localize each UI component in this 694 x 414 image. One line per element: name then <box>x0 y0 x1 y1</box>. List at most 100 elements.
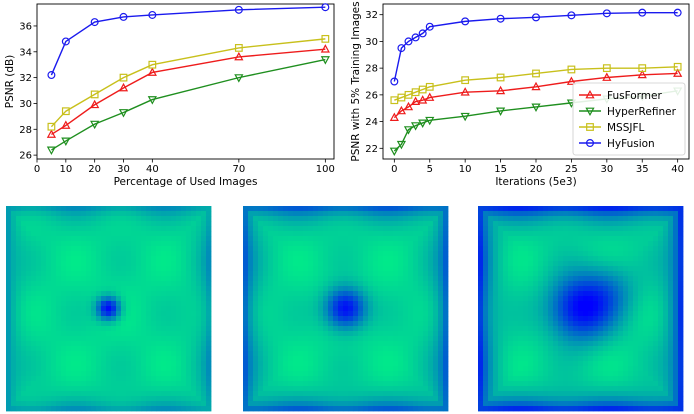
heatmap-cell <box>378 396 384 402</box>
heatmap-cell <box>303 326 309 332</box>
heatmap-cell <box>553 226 559 232</box>
heatmap-cell <box>653 266 659 272</box>
heatmap-cell <box>618 226 624 232</box>
heatmap-cell <box>26 366 32 372</box>
heatmap-cell <box>658 366 664 372</box>
heatmap-cell <box>648 301 654 307</box>
heatmap-cell <box>101 341 107 347</box>
heatmap-cell <box>36 351 42 357</box>
heatmap-cell <box>388 221 394 227</box>
heatmap-cell <box>283 361 289 367</box>
heatmap-cell <box>101 266 107 272</box>
heatmap-cell <box>408 341 414 347</box>
heatmap-cell <box>388 316 394 322</box>
heatmap-cell <box>583 236 589 242</box>
heatmap-cell <box>483 216 489 222</box>
heatmap-cell <box>613 236 619 242</box>
heatmap-cell <box>313 211 319 217</box>
heatmap-cell <box>318 261 324 267</box>
heatmap-cell <box>563 316 569 322</box>
heatmap-cell <box>673 266 679 272</box>
heatmap-cell <box>41 376 47 382</box>
heatmap-cell <box>603 236 609 242</box>
data-point <box>403 101 414 111</box>
heatmap-cell <box>111 221 117 227</box>
heatmap-cell <box>338 231 344 237</box>
heatmap-cell <box>21 346 27 352</box>
heatmap-cell <box>513 351 519 357</box>
heatmap-cell <box>6 386 12 392</box>
heatmap-cell <box>433 401 439 407</box>
heatmap-cell <box>418 291 424 297</box>
heatmap-cell <box>181 236 187 242</box>
heatmap-cell <box>393 311 399 317</box>
heatmap-cell <box>568 346 574 352</box>
heatmap-cell <box>196 266 202 272</box>
heatmap-cell <box>16 271 22 277</box>
heatmap-cell <box>483 291 489 297</box>
heatmap-cell <box>6 361 12 367</box>
heatmap-cell <box>46 366 52 372</box>
heatmap-cell <box>111 206 117 212</box>
heatmap-cell <box>278 281 284 287</box>
heatmap-cell <box>81 266 87 272</box>
heatmap-cell <box>388 211 394 217</box>
heatmap-cell <box>186 376 192 382</box>
heatmap-cell <box>116 246 122 252</box>
heatmap-cell <box>388 321 394 327</box>
heatmap-cell <box>643 326 649 332</box>
heatmap-cell <box>593 306 599 312</box>
heatmap-cell <box>588 251 594 257</box>
heatmap-cell <box>293 231 299 237</box>
heatmap-cell <box>393 256 399 262</box>
heatmap-cell <box>403 346 409 352</box>
heatmap-cell <box>658 261 664 267</box>
data-point <box>90 99 100 109</box>
heatmap-cell <box>583 251 589 257</box>
heatmap-cell <box>498 226 504 232</box>
heatmap-cell <box>663 326 669 332</box>
heatmap-cell <box>273 306 279 312</box>
heatmap-cell <box>678 361 684 367</box>
heatmap-cell <box>673 271 679 277</box>
heatmap-cell <box>16 366 22 372</box>
heatmap-cell <box>573 256 579 262</box>
heatmap-cell <box>613 271 619 277</box>
heatmap-cell <box>528 311 534 317</box>
heatmap-cell <box>161 306 167 312</box>
heatmap-cell <box>16 266 22 272</box>
heatmap-cell <box>46 291 52 297</box>
heatmap-cell <box>181 376 187 382</box>
heatmap-cell <box>76 236 82 242</box>
heatmap-cell <box>76 361 82 367</box>
heatmap-cell <box>573 301 579 307</box>
heatmap-cell <box>176 236 182 242</box>
heatmap-cell <box>141 326 147 332</box>
heatmap-cell <box>21 396 27 402</box>
heatmap-cell <box>528 206 534 212</box>
heatmap-cell <box>548 271 554 277</box>
heatmap-cell <box>91 361 97 367</box>
heatmap-cell <box>388 206 394 212</box>
heatmap-cell <box>478 311 484 317</box>
heatmap-cell <box>303 331 309 337</box>
heatmap-cell <box>206 216 212 222</box>
heatmap-cell <box>151 336 157 342</box>
heatmap-cell <box>31 246 37 252</box>
heatmap-cell <box>558 316 564 322</box>
heatmap-cell <box>86 331 92 337</box>
heatmap-cell <box>96 231 102 237</box>
heatmap-cell <box>518 221 524 227</box>
heatmap-cell <box>136 341 142 347</box>
heatmap-cell <box>96 381 102 387</box>
heatmap-cell <box>36 401 42 407</box>
heatmap-cell <box>583 336 589 342</box>
heatmap-cell <box>353 356 359 362</box>
heatmap-cell <box>278 221 284 227</box>
heatmap-cell <box>663 226 669 232</box>
heatmap-cell <box>543 206 549 212</box>
heatmap-cell <box>333 276 339 282</box>
heatmap-cell <box>243 331 249 337</box>
heatmap-cell <box>81 231 87 237</box>
heatmap-cell <box>71 251 77 257</box>
